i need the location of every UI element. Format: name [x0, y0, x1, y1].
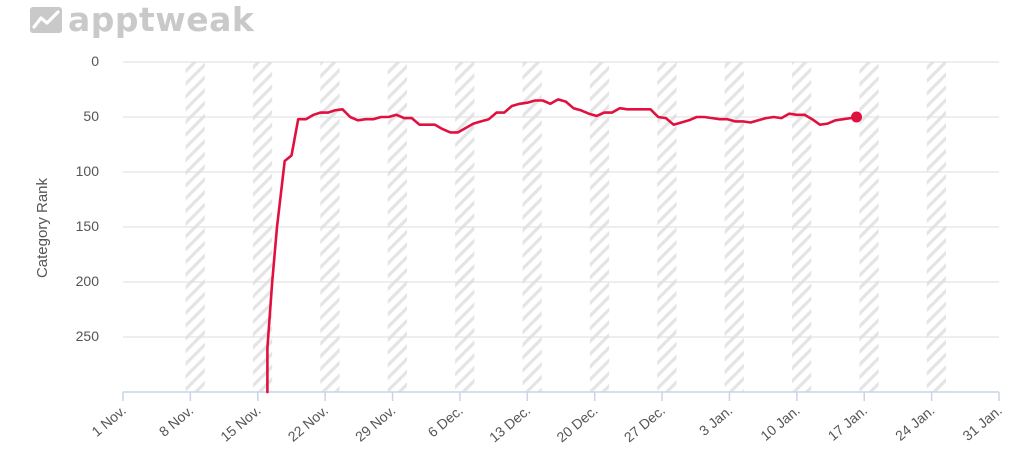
x-tick-label: 22 Nov. [285, 402, 331, 445]
y-tick-label: 250 [76, 328, 100, 344]
x-tick-label: 17 Jan. [825, 402, 870, 444]
x-tick-label: 31 Jan. [959, 402, 1004, 444]
x-tick-label: 13 Dec. [486, 402, 533, 445]
y-tick-label: 0 [91, 53, 99, 69]
y-axis-title: Category Rank [34, 177, 51, 278]
y-tick-label: 150 [76, 218, 100, 234]
x-tick-label: 10 Jan. [757, 402, 802, 444]
x-tick-label: 15 Nov. [217, 402, 263, 445]
apptweak-logo: apptweak [30, 0, 254, 40]
x-tick-label: 20 Dec. [553, 402, 600, 445]
end-point-marker [851, 111, 863, 123]
x-tick-label: 1 Nov. [88, 402, 128, 440]
rank-line [266, 98, 858, 394]
y-tick-label: 100 [76, 163, 100, 179]
x-tick-label: 24 Jan. [892, 402, 937, 444]
y-tick-label: 200 [76, 273, 100, 289]
grid-lines [123, 61, 999, 338]
x-tick-label: 6 Dec. [425, 402, 466, 440]
logo-text: apptweak [68, 0, 255, 39]
y-axis: 0 50 100 150 200 250 [76, 53, 100, 344]
x-tick-label: 29 Nov. [352, 402, 398, 445]
chart-trend-icon [30, 7, 62, 33]
series-layer [266, 98, 863, 394]
x-tick-label: 3 Jan. [696, 402, 736, 439]
y-tick-label: 50 [83, 108, 99, 124]
x-axis: 1 Nov. 8 Nov. 15 Nov. 22 Nov. 29 Nov. 6 Dec. 1… [88, 391, 1005, 445]
x-tick-label: 27 Dec. [621, 402, 668, 445]
x-tick-label: 8 Nov. [156, 402, 196, 440]
